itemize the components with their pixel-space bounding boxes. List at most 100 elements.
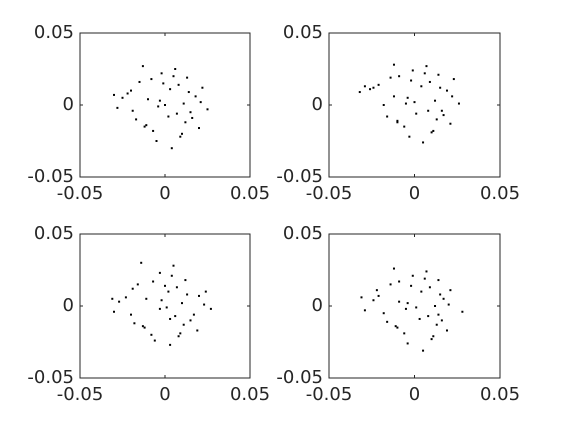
point <box>170 147 173 150</box>
point <box>147 98 149 101</box>
y-tick-label: -0.05 <box>276 367 323 388</box>
point <box>184 121 187 124</box>
x-tick-label: -0.05 <box>306 384 353 405</box>
point <box>408 135 411 138</box>
point <box>423 72 426 75</box>
point <box>160 72 163 75</box>
point <box>182 323 185 326</box>
point <box>164 284 166 287</box>
point <box>386 115 389 118</box>
point <box>111 297 114 300</box>
point <box>415 112 418 115</box>
point <box>437 279 440 282</box>
point <box>182 102 185 105</box>
point <box>186 76 189 79</box>
point <box>187 91 190 94</box>
point <box>140 261 143 264</box>
y-tick-label: 0 <box>312 295 323 316</box>
point <box>152 280 155 283</box>
point <box>369 88 372 91</box>
point <box>143 326 146 329</box>
x-tick-label: -0.05 <box>57 183 104 204</box>
x-tick-label: 0.05 <box>230 183 270 204</box>
point <box>439 293 442 296</box>
point <box>363 85 366 88</box>
point <box>392 95 395 98</box>
point <box>138 80 141 83</box>
point <box>181 132 183 135</box>
x-tick-label: 0 <box>409 384 420 405</box>
point <box>382 312 385 315</box>
point <box>175 286 178 289</box>
point <box>150 78 153 81</box>
point <box>169 88 172 91</box>
point <box>442 114 445 117</box>
point <box>194 95 197 98</box>
point <box>382 104 385 106</box>
point <box>167 290 170 293</box>
point <box>177 335 180 338</box>
point <box>199 101 202 104</box>
point <box>157 105 160 108</box>
point <box>198 127 200 130</box>
point <box>135 118 138 121</box>
point <box>160 299 163 302</box>
point <box>449 289 452 292</box>
y-tick-label: -0.05 <box>27 367 74 388</box>
axes-frame <box>328 233 501 379</box>
point <box>440 319 443 322</box>
point <box>435 118 438 121</box>
point <box>165 306 168 309</box>
point <box>449 122 452 125</box>
point <box>425 270 428 273</box>
x-tick-label: 0.05 <box>480 384 520 405</box>
point <box>179 135 182 138</box>
x-tick-label: 0.05 <box>230 384 270 405</box>
point <box>428 80 431 83</box>
point <box>203 303 206 306</box>
point <box>406 302 409 305</box>
point <box>398 300 401 303</box>
point <box>131 287 134 290</box>
point <box>386 320 389 323</box>
point <box>404 307 407 310</box>
point <box>389 76 392 79</box>
point <box>425 65 428 68</box>
point <box>131 109 134 112</box>
y-tick-label: 0.05 <box>34 22 74 43</box>
point <box>189 319 192 322</box>
point <box>372 86 375 89</box>
point <box>169 317 172 320</box>
point <box>170 274 173 277</box>
point <box>422 349 425 352</box>
point <box>411 69 414 72</box>
point <box>363 309 366 312</box>
point <box>191 116 194 119</box>
point <box>432 129 435 132</box>
point <box>394 325 397 328</box>
point <box>174 315 177 318</box>
point <box>434 305 437 307</box>
point <box>201 86 204 89</box>
point <box>158 307 161 310</box>
point <box>169 343 172 346</box>
point <box>150 333 153 336</box>
point <box>179 332 182 335</box>
point <box>116 106 119 109</box>
point <box>439 86 442 89</box>
point <box>440 109 443 112</box>
point <box>181 302 183 305</box>
point <box>428 286 431 289</box>
x-tick-label: 0 <box>159 384 170 405</box>
point <box>124 296 127 299</box>
y-tick-label: 0 <box>312 94 323 115</box>
point <box>141 65 144 68</box>
point <box>451 95 454 98</box>
point <box>164 104 166 106</box>
x-tick-label: 0 <box>159 183 170 204</box>
point <box>153 339 156 342</box>
point <box>377 294 380 297</box>
point <box>404 102 407 105</box>
point <box>141 325 144 328</box>
point <box>435 323 438 326</box>
